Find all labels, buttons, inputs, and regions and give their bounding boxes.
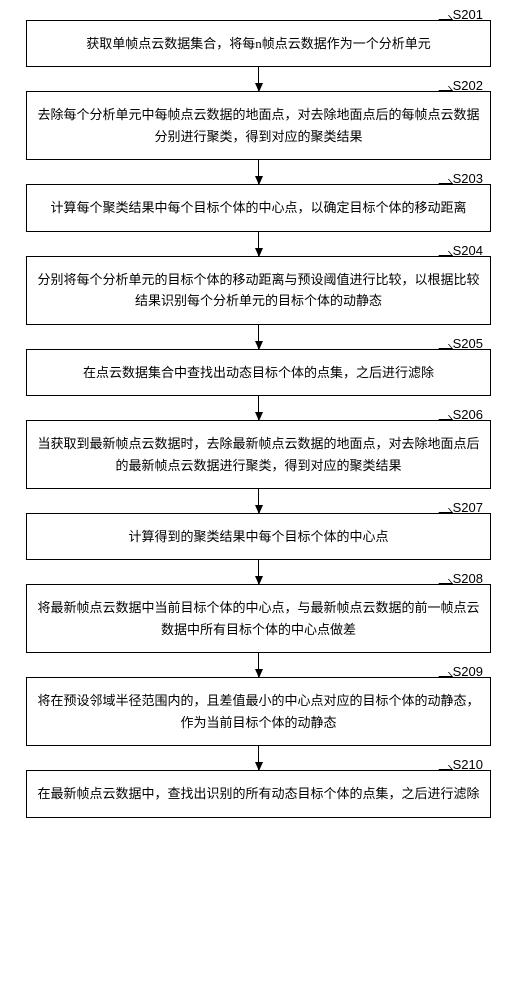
step-text: 在最新帧点云数据中，查找出识别的所有动态目标个体的点集，之后进行滤除 — [37, 783, 479, 804]
step-text: 计算得到的聚类结果中每个目标个体的中心点 — [128, 526, 388, 547]
flow-arrow — [258, 560, 259, 584]
flow-step: S203 计算每个聚类结果中每个目标个体的中心点，以确定目标个体的移动距离 — [26, 184, 491, 231]
flow-arrow — [258, 746, 259, 770]
step-box: 当获取到最新帧点云数据时，去除最新帧点云数据的地面点，对去除地面点后的最新帧点云… — [26, 420, 491, 489]
label-tick — [435, 344, 453, 349]
step-id-label: S206 — [453, 407, 483, 422]
flow-step: S208 将最新帧点云数据中当前目标个体的中心点，与最新帧点云数据的前一帧点云数… — [26, 584, 491, 653]
label-tick — [435, 415, 453, 420]
step-box: 分别将每个分析单元的目标个体的移动距离与预设阈值进行比较，以根据比较结果识别每个… — [26, 256, 491, 325]
step-text: 在点云数据集合中查找出动态目标个体的点集，之后进行滤除 — [83, 362, 434, 383]
flow-step: S210 在最新帧点云数据中，查找出识别的所有动态目标个体的点集，之后进行滤除 — [26, 770, 491, 817]
flow-step: S206 当获取到最新帧点云数据时，去除最新帧点云数据的地面点，对去除地面点后的… — [26, 420, 491, 489]
flow-step: S201 获取单帧点云数据集合，将每n帧点云数据作为一个分析单元 — [26, 20, 491, 67]
step-text: 将最新帧点云数据中当前目标个体的中心点，与最新帧点云数据的前一帧点云数据中所有目… — [37, 597, 480, 640]
step-id-label: S203 — [453, 171, 483, 186]
step-id-label: S207 — [453, 500, 483, 515]
step-id-label: S209 — [453, 664, 483, 679]
step-text: 计算每个聚类结果中每个目标个体的中心点，以确定目标个体的移动距离 — [50, 197, 466, 218]
step-box: 去除每个分析单元中每帧点云数据的地面点，对去除地面点后的每帧点云数据分别进行聚类… — [26, 91, 491, 160]
flow-arrow — [258, 396, 259, 420]
flow-step: S207 计算得到的聚类结果中每个目标个体的中心点 — [26, 513, 491, 560]
step-text: 分别将每个分析单元的目标个体的移动距离与预设阈值进行比较，以根据比较结果识别每个… — [37, 269, 480, 312]
step-box: 在点云数据集合中查找出动态目标个体的点集，之后进行滤除 — [26, 349, 491, 396]
step-text: 获取单帧点云数据集合，将每n帧点云数据作为一个分析单元 — [86, 33, 431, 54]
flow-arrow — [258, 67, 259, 91]
flowchart-container: S201 获取单帧点云数据集合，将每n帧点云数据作为一个分析单元 S202 去除… — [0, 0, 517, 828]
step-box: 计算得到的聚类结果中每个目标个体的中心点 — [26, 513, 491, 560]
step-text: 将在预设邻域半径范围内的，且差值最小的中心点对应的目标个体的动静态，作为当前目标… — [37, 690, 480, 733]
step-box: 计算每个聚类结果中每个目标个体的中心点，以确定目标个体的移动距离 — [26, 184, 491, 231]
flow-step: S205 在点云数据集合中查找出动态目标个体的点集，之后进行滤除 — [26, 349, 491, 396]
step-id-label: S202 — [453, 78, 483, 93]
label-tick — [435, 251, 453, 256]
step-id-label: S201 — [453, 7, 483, 22]
step-id-label: S208 — [453, 571, 483, 586]
label-tick — [435, 508, 453, 513]
step-box: 将在预设邻域半径范围内的，且差值最小的中心点对应的目标个体的动静态，作为当前目标… — [26, 677, 491, 746]
flow-arrow — [258, 160, 259, 184]
step-text: 当获取到最新帧点云数据时，去除最新帧点云数据的地面点，对去除地面点后的最新帧点云… — [37, 433, 480, 476]
step-id-label: S210 — [453, 757, 483, 772]
flow-arrow — [258, 489, 259, 513]
step-id-label: S205 — [453, 336, 483, 351]
label-tick — [435, 765, 453, 770]
step-id-label: S204 — [453, 243, 483, 258]
flow-arrow — [258, 653, 259, 677]
flow-step: S204 分别将每个分析单元的目标个体的移动距离与预设阈值进行比较，以根据比较结… — [26, 256, 491, 325]
step-text: 去除每个分析单元中每帧点云数据的地面点，对去除地面点后的每帧点云数据分别进行聚类… — [37, 104, 480, 147]
flow-arrow — [258, 232, 259, 256]
label-tick — [435, 15, 453, 20]
step-box: 获取单帧点云数据集合，将每n帧点云数据作为一个分析单元 — [26, 20, 491, 67]
step-box: 将最新帧点云数据中当前目标个体的中心点，与最新帧点云数据的前一帧点云数据中所有目… — [26, 584, 491, 653]
step-box: 在最新帧点云数据中，查找出识别的所有动态目标个体的点集，之后进行滤除 — [26, 770, 491, 817]
flow-arrow — [258, 325, 259, 349]
flow-step: S209 将在预设邻域半径范围内的，且差值最小的中心点对应的目标个体的动静态，作… — [26, 677, 491, 746]
flow-step: S202 去除每个分析单元中每帧点云数据的地面点，对去除地面点后的每帧点云数据分… — [26, 91, 491, 160]
